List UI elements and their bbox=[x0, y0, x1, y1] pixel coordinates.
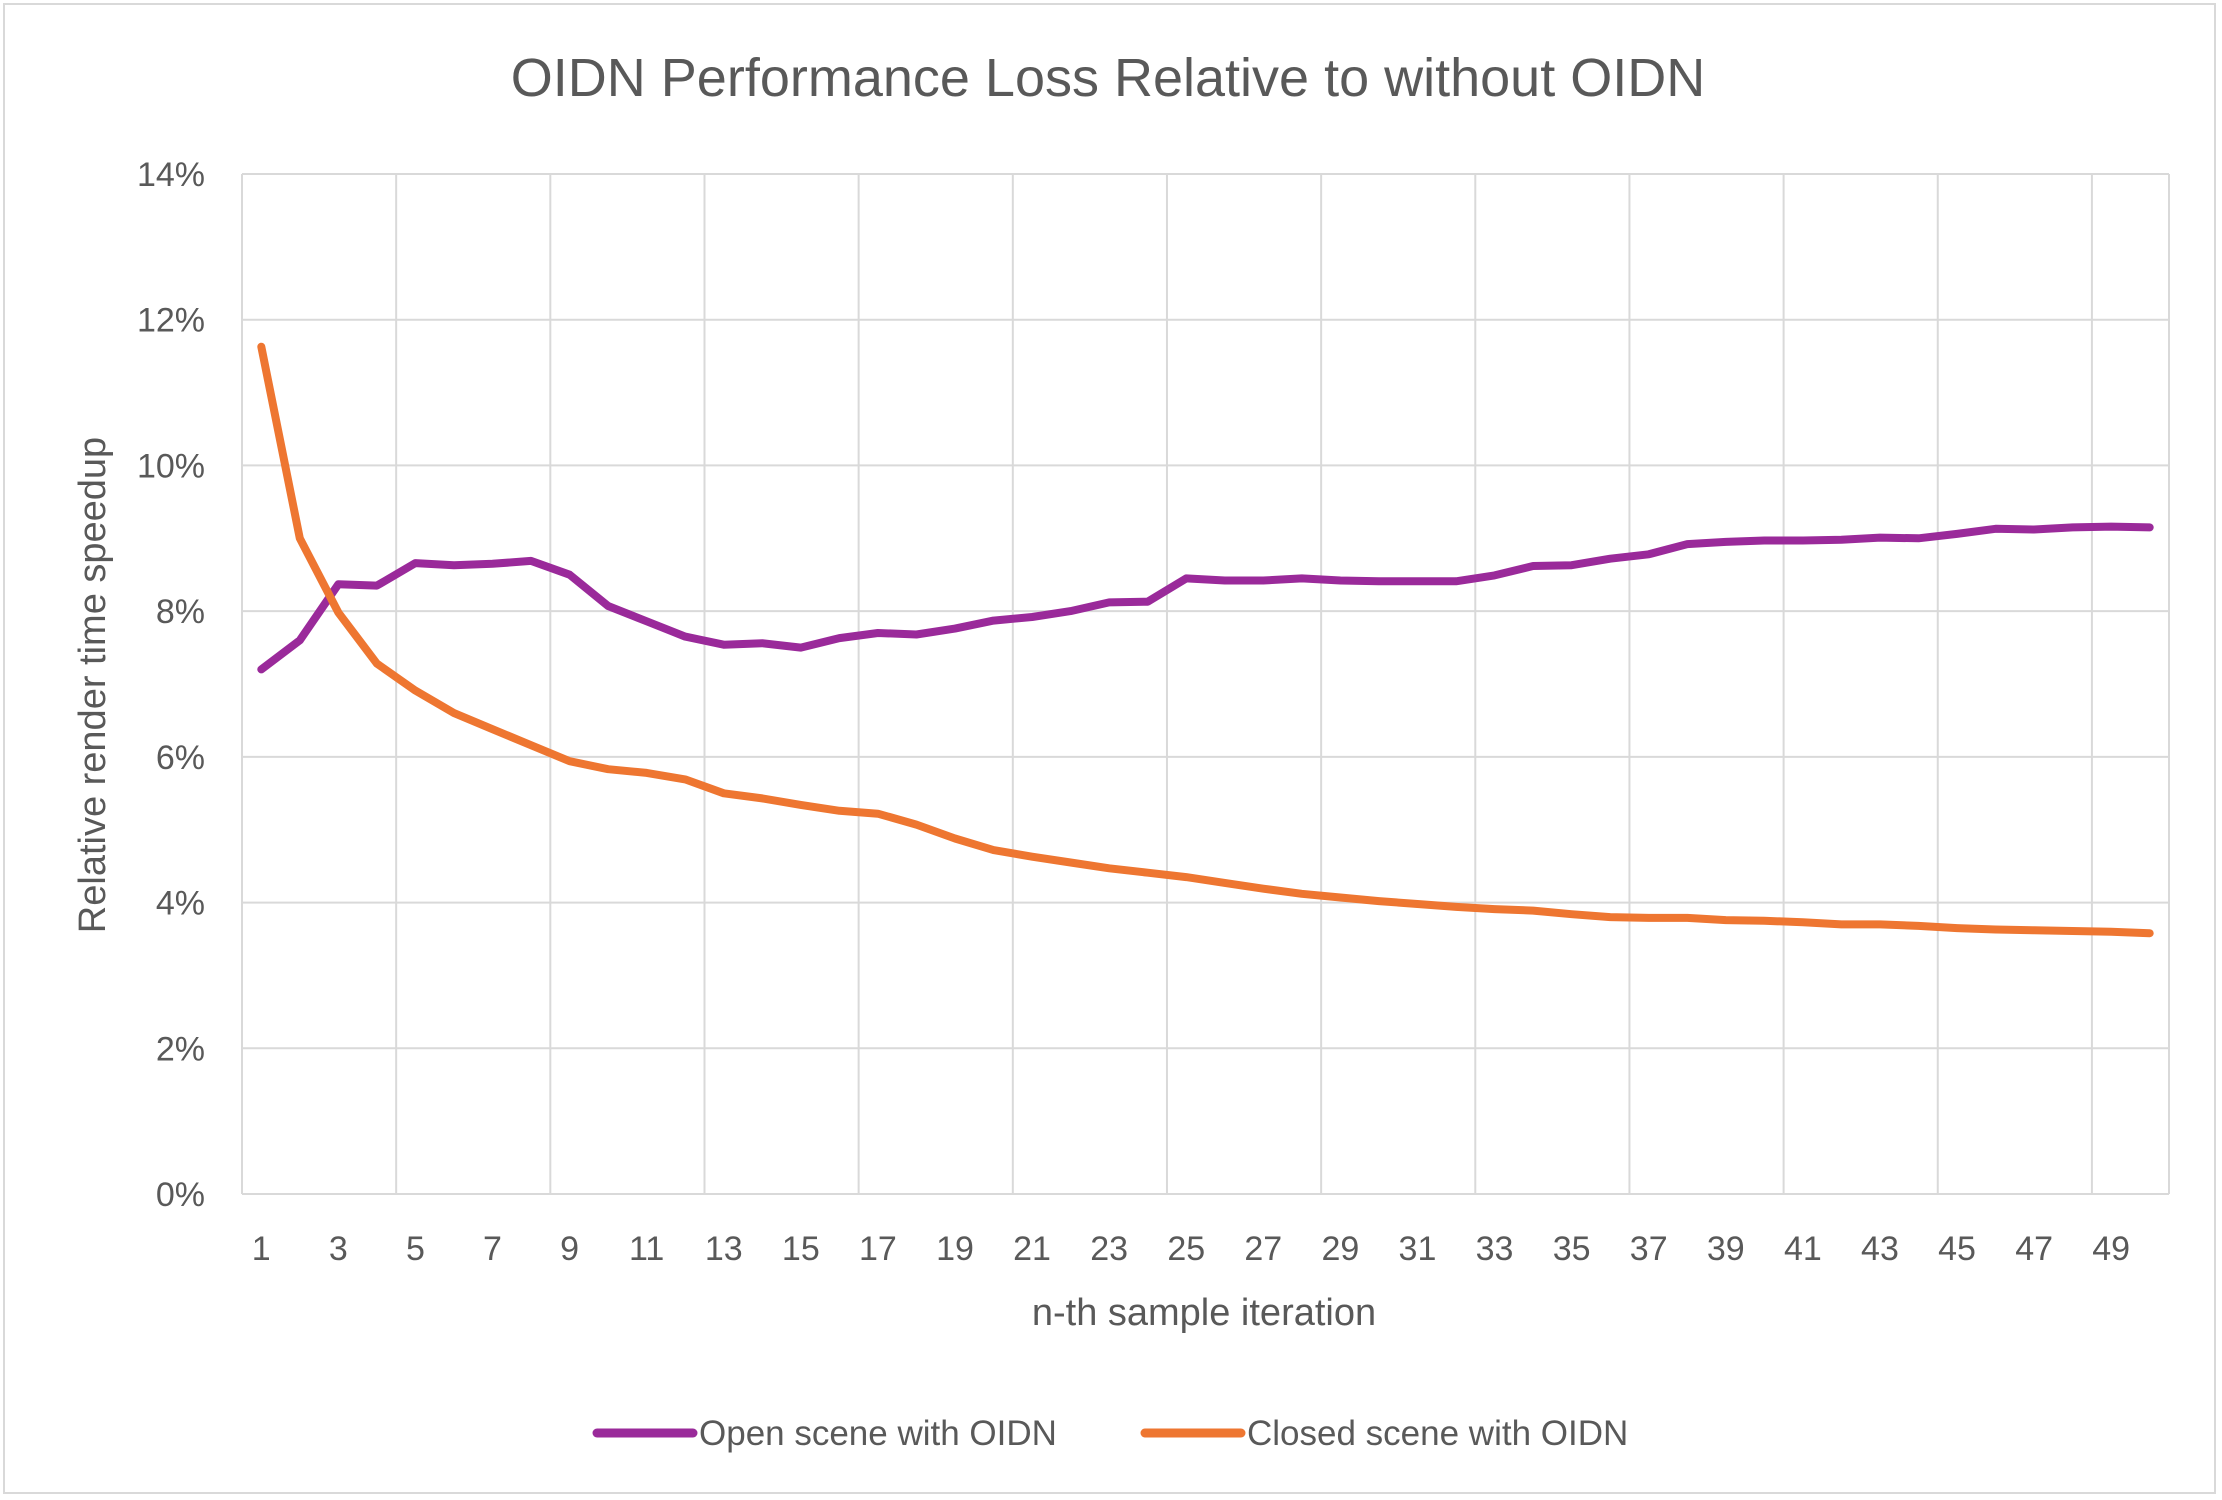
x-tick-label: 5 bbox=[406, 1230, 425, 1268]
x-tick-label: 11 bbox=[629, 1230, 664, 1268]
x-tick-label: 41 bbox=[1784, 1230, 1822, 1268]
x-tick-label: 33 bbox=[1476, 1230, 1514, 1268]
y-tick-label: 4% bbox=[156, 885, 205, 923]
x-tick-label: 7 bbox=[483, 1230, 502, 1268]
y-tick-label: 2% bbox=[156, 1030, 205, 1068]
x-tick-label: 31 bbox=[1399, 1230, 1437, 1268]
series-line-open-scene bbox=[257, 522, 2154, 674]
x-tick-label: 47 bbox=[2015, 1230, 2053, 1268]
x-tick-label: 19 bbox=[936, 1230, 974, 1268]
y-tick-label: 6% bbox=[156, 739, 205, 777]
x-tick-label: 37 bbox=[1630, 1230, 1668, 1268]
x-tick-label: 29 bbox=[1321, 1230, 1359, 1268]
x-tick-label: 1 bbox=[252, 1230, 271, 1268]
x-tick-label: 45 bbox=[1938, 1230, 1976, 1268]
y-tick-labels: 0% 2% 4% 6% 8% 10% 12% 14% bbox=[137, 156, 205, 1214]
x-tick-label: 25 bbox=[1167, 1230, 1205, 1268]
x-tick-labels: 1 3 5 7 9 11 13 15 17 19 21 23 25 27 29 31 33 35 37 39 41 43 4… bbox=[252, 1230, 2130, 1268]
x-tick-label: 17 bbox=[859, 1230, 897, 1268]
chart-frame: 0% 2% 4% 6% 8% 10% 12% 14% 1 3 5 7 9 11 13 15 17 19 21 23 2… bbox=[3, 3, 2216, 1494]
line-chart: 0%2%4%6%8%10%12%14% 1 3 5 7 9 11 13 15 17 19 21 23 2… bbox=[72, 48, 2170, 1453]
series-lines bbox=[257, 342, 2154, 938]
x-tick-label: 13 bbox=[705, 1230, 743, 1268]
x-tick-label: 43 bbox=[1861, 1230, 1899, 1268]
gridlines bbox=[241, 173, 2170, 1195]
x-axis-label: n-th sample iteration bbox=[1032, 1292, 1376, 1334]
x-tick-label: 15 bbox=[782, 1230, 820, 1268]
x-tick-label: 23 bbox=[1090, 1230, 1128, 1268]
legend-item-open-scene: Open scene with OIDN bbox=[592, 1414, 1057, 1453]
x-tick-label: 49 bbox=[2092, 1230, 2130, 1268]
legend-label-open-scene: Open scene with OIDN bbox=[699, 1414, 1057, 1453]
y-tick-label: 14% bbox=[137, 156, 205, 194]
x-tick-label: 39 bbox=[1707, 1230, 1745, 1268]
x-tick-label: 21 bbox=[1013, 1230, 1051, 1268]
chart-title: OIDN Performance Loss Relative to withou… bbox=[511, 48, 1705, 108]
y-tick-label: 12% bbox=[137, 302, 205, 340]
series-line-closed-scene bbox=[257, 342, 2154, 938]
x-tick-label: 35 bbox=[1553, 1230, 1591, 1268]
legend-item-closed-scene: Closed scene with OIDN bbox=[1140, 1414, 1628, 1453]
y-tick-label: 10% bbox=[137, 447, 205, 485]
x-tick-label: 9 bbox=[560, 1230, 579, 1268]
y-axis-label: Relative render time speedup bbox=[72, 437, 114, 933]
y-tick-label: 0% bbox=[156, 1176, 205, 1214]
y-tick-label: 8% bbox=[156, 593, 205, 631]
x-tick-label: 27 bbox=[1244, 1230, 1282, 1268]
legend: Open scene with OIDN Closed scene with O… bbox=[592, 1414, 1628, 1453]
legend-label-closed-scene: Closed scene with OIDN bbox=[1247, 1414, 1628, 1453]
x-tick-label: 3 bbox=[329, 1230, 348, 1268]
